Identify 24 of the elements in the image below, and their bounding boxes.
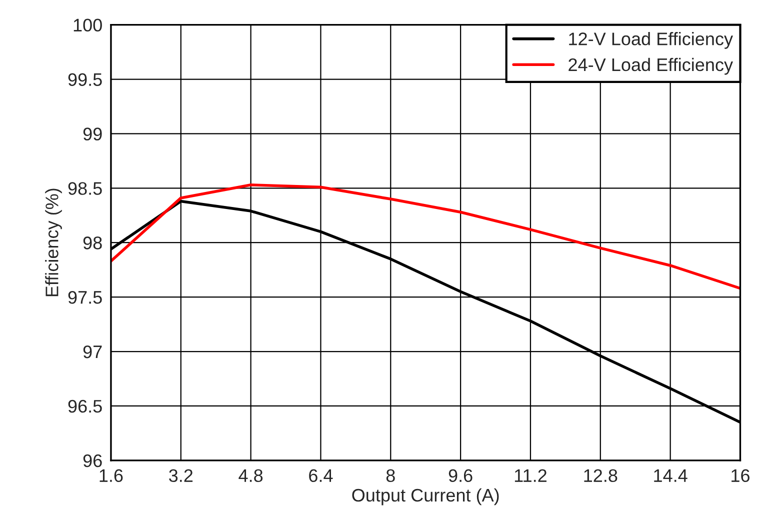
legend-label: 24-V Load Efficiency — [568, 58, 733, 75]
y-axis-title: Efficiency (%) — [45, 188, 62, 296]
x-tick-label: 12.8 — [584, 469, 618, 482]
x-tick-label: 4.8 — [238, 469, 263, 482]
x-tick-label: 14.4 — [654, 469, 688, 482]
x-tick-label: 6.4 — [309, 469, 333, 482]
line-series — [110, 184, 740, 290]
y-tick-label: 99.5 — [68, 73, 102, 86]
x-tick-label: 11.2 — [514, 469, 546, 482]
x-tick-label: 3.2 — [169, 469, 193, 482]
x-tick-label: 16 — [732, 469, 750, 482]
legend-label: 12-V Load Efficiency — [569, 32, 733, 49]
x-tick-label: 8 — [386, 469, 395, 482]
y-tick-label: 99 — [83, 128, 102, 140]
y-tick-label: 96.5 — [68, 400, 102, 413]
x-tick-label: 9.6 — [448, 469, 472, 482]
y-tick-label: 97.5 — [68, 291, 102, 304]
y-tick-label: 96 — [83, 454, 102, 468]
x-axis-title: Output Current (A) — [352, 488, 499, 506]
y-tick-label: 100 — [74, 18, 102, 32]
y-tick-label: 98 — [83, 236, 102, 250]
y-tick-label: 97 — [83, 345, 102, 358]
y-tick-label: 98.5 — [68, 182, 102, 195]
x-tick-label: 1.6 — [100, 469, 123, 482]
